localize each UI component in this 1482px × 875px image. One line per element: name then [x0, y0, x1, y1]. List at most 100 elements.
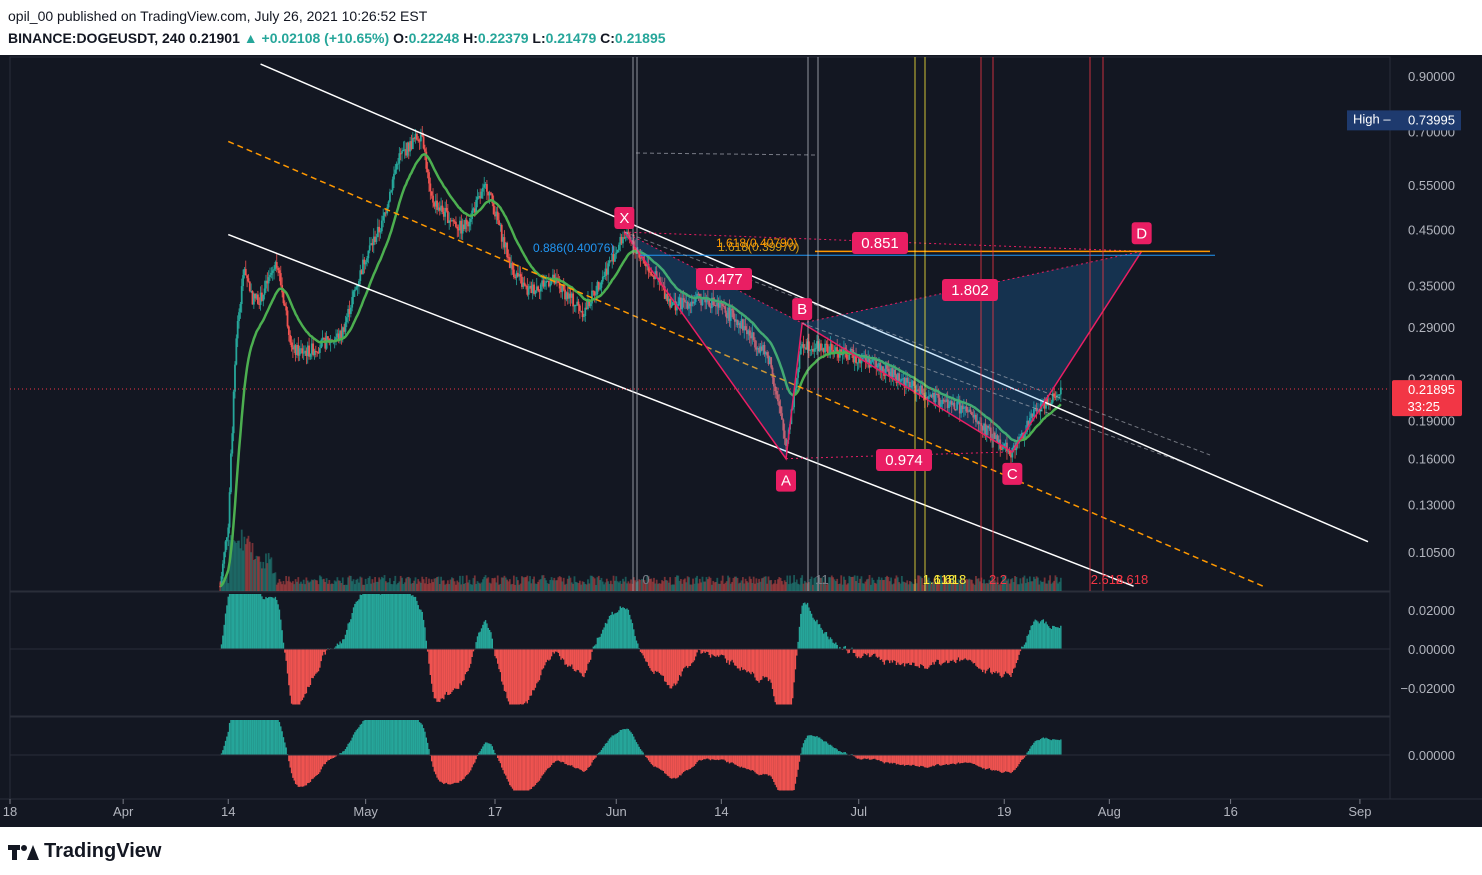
osc1-bar: [806, 602, 809, 650]
pattern-point-B-bg: [792, 298, 813, 321]
volume-bar: [985, 582, 988, 591]
volume-bar: [983, 579, 985, 591]
volume-bar: [655, 579, 658, 591]
volume-bar: [1015, 576, 1018, 591]
volume-bar: [717, 583, 720, 591]
volume-bar: [874, 582, 876, 591]
osc2-bar: [700, 755, 702, 761]
candle-body: [600, 281, 603, 288]
candle-body: [413, 137, 416, 140]
osc2-bar: [808, 735, 810, 756]
volume-bar: [399, 575, 402, 591]
osc2-bar: [300, 755, 302, 787]
volume-bar: [553, 577, 556, 591]
trend-dashed-2: [801, 322, 1191, 466]
volume-bar: [349, 575, 352, 591]
time-tick-label: 14: [714, 804, 728, 819]
candle-body: [611, 254, 614, 262]
osc1-bar: [920, 649, 922, 665]
osc2-bar: [805, 738, 807, 756]
pattern-xd-dotted: [624, 231, 1142, 252]
volume-bar: [328, 580, 331, 591]
osc1-bar: [273, 598, 275, 650]
osc2-bar: [375, 720, 378, 756]
osc1-bar: [441, 649, 444, 699]
osc1-bar: [312, 649, 314, 679]
osc1-bar: [775, 649, 778, 705]
osc2-bar: [241, 720, 243, 756]
price-tick-label: 0.90000: [1408, 69, 1455, 84]
osc1-bar: [413, 596, 415, 650]
volume-bar: [464, 583, 467, 591]
osc1-bar: [944, 649, 946, 663]
price-tick-label: 0.55000: [1408, 178, 1455, 193]
osc1-bar: [998, 649, 1000, 673]
candle-body: [620, 236, 623, 244]
volume-bar: [409, 578, 412, 591]
volume-bar: [682, 579, 685, 591]
candle-body: [308, 345, 310, 357]
osc2-bar: [999, 755, 1001, 772]
volume-bar: [905, 582, 907, 591]
candle-body: [252, 293, 255, 305]
osc1-bar: [669, 649, 671, 689]
volume-bar: [335, 581, 337, 591]
candle-body: [384, 212, 387, 214]
volume-bar: [650, 578, 653, 591]
candle-body: [464, 219, 467, 230]
vline-label: 11: [815, 572, 829, 587]
candle-body: [954, 409, 957, 411]
chart-canvas[interactable]: XABCD0.4770.9741.8020.8511.618(0.39970)1…: [0, 55, 1482, 827]
osc2-bar: [743, 755, 745, 768]
volume-bar: [1042, 581, 1045, 591]
volume-bar: [527, 581, 530, 591]
candle-body: [583, 316, 585, 318]
osc2-bar: [253, 720, 255, 756]
volume-bar: [252, 559, 255, 591]
pattern-point-A: A: [781, 473, 791, 490]
volume-bar: [644, 583, 647, 591]
osc1-bar: [793, 649, 795, 683]
candle-body: [312, 343, 315, 356]
osc2-bar: [220, 753, 223, 756]
osc1-bar: [951, 649, 953, 661]
candle-body: [256, 294, 259, 304]
candle-body: [779, 406, 782, 414]
osc1-bar: [1022, 646, 1024, 650]
volume-bar: [518, 584, 521, 591]
osc1-bar: [614, 613, 616, 650]
candle-body: [247, 278, 250, 282]
volume-bar: [591, 575, 593, 591]
osc2-bar: [550, 755, 553, 766]
osc2-bar: [692, 755, 694, 767]
volume-bar: [343, 584, 346, 591]
osc1-bar: [529, 649, 531, 696]
volume-bar: [640, 579, 643, 591]
candle-body: [313, 350, 316, 356]
osc1-bar: [726, 649, 728, 663]
candle-body: [756, 348, 759, 350]
volume-bar: [790, 583, 793, 591]
osc2-bar: [862, 755, 864, 760]
candle-body: [446, 210, 449, 224]
candle-body: [558, 283, 561, 289]
osc2-bar: [424, 731, 426, 756]
volume-bar: [890, 577, 892, 591]
candle-body: [531, 284, 534, 294]
osc2-bar: [224, 740, 227, 756]
candle-body: [956, 401, 958, 410]
volume-bar: [614, 580, 616, 591]
osc1-bar: [592, 646, 595, 650]
candle-body: [767, 355, 770, 365]
volume-bar: [746, 581, 748, 591]
volume-bar: [813, 578, 816, 591]
osc1-bar: [785, 649, 787, 705]
osc2-bar: [837, 751, 840, 756]
osc1-bar: [568, 649, 570, 666]
volume-bar: [360, 577, 363, 591]
osc2-bar: [682, 755, 685, 773]
osc1-bar: [317, 649, 320, 672]
osc2-bar: [752, 755, 755, 771]
volume-bar: [794, 582, 797, 591]
osc1-bar: [355, 601, 357, 650]
